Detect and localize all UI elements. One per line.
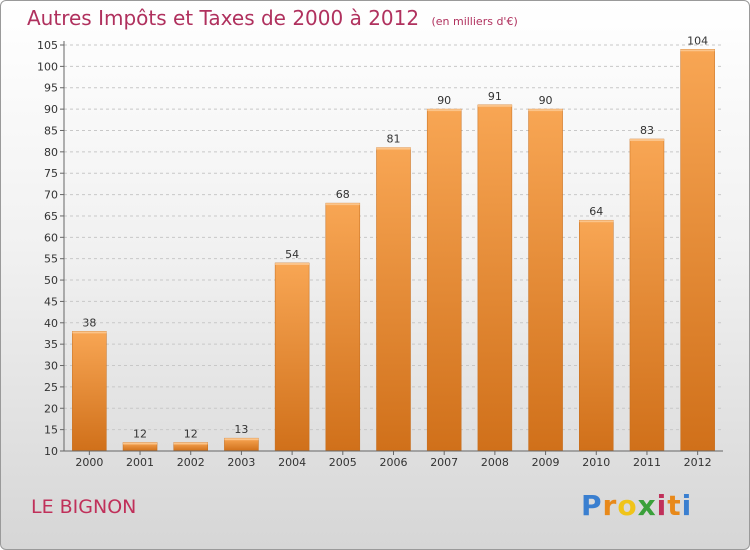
y-tick-label: 100 (37, 60, 58, 73)
bar-highlight (325, 203, 360, 206)
bar-value-label: 12 (133, 427, 147, 440)
y-tick-label: 70 (44, 189, 58, 202)
bar-highlight (224, 438, 259, 441)
bar-highlight (579, 220, 614, 223)
logo-letter: o (617, 489, 638, 522)
location-name: LE BIGNON (31, 496, 137, 518)
y-tick-label: 75 (44, 167, 58, 180)
x-tick-label: 2004 (278, 456, 306, 469)
bar-value-label: 90 (539, 94, 553, 107)
y-tick-label: 10 (44, 445, 58, 458)
bars-layer: 38 12 12 13 54 68 81 90 91 90 64 83 104 (72, 34, 715, 452)
bar (477, 104, 513, 452)
proxiti-logo: Proxiti (581, 489, 692, 522)
logo-letter: P (581, 489, 603, 522)
logo-letter: i (656, 489, 668, 522)
y-tick-label: 85 (44, 124, 58, 137)
logo-letter: t (667, 489, 682, 522)
x-tick-label: 2006 (380, 456, 408, 469)
y-tick-label: 95 (44, 82, 58, 95)
bar-value-label: 13 (234, 423, 248, 436)
bar-value-label: 64 (589, 205, 603, 218)
x-tick-label: 2012 (684, 456, 712, 469)
x-tick-label: 2000 (75, 456, 103, 469)
bar-value-label: 90 (437, 94, 451, 107)
bar-value-label: 68 (336, 188, 350, 201)
bar-highlight (72, 331, 107, 334)
y-tick-label: 105 (37, 39, 58, 52)
y-tick-label: 60 (44, 231, 58, 244)
y-tick-label: 45 (44, 295, 58, 308)
bar-highlight (123, 442, 158, 445)
bar-value-label: 54 (285, 248, 299, 261)
bar-highlight (376, 147, 411, 150)
x-tick-label: 2002 (177, 456, 205, 469)
y-tick-label: 20 (44, 402, 58, 415)
x-tick-label: 2011 (633, 456, 661, 469)
y-tick-label: 50 (44, 274, 58, 287)
bar-highlight (680, 49, 715, 52)
bar-value-label: 81 (387, 133, 401, 146)
chart-title: Autres Impôts et Taxes de 2000 à 2012 (e… (27, 6, 518, 30)
y-tick-label: 30 (44, 360, 58, 373)
x-tick-label: 2005 (329, 456, 357, 469)
bar-highlight (275, 262, 310, 265)
x-tick-label: 2007 (430, 456, 458, 469)
x-tick-label: 2009 (532, 456, 560, 469)
bar (72, 331, 107, 452)
chart-subtitle: (en milliers d'€) (431, 15, 518, 28)
bar-highlight (528, 109, 563, 112)
bar-highlight (477, 104, 512, 107)
y-tick-label: 35 (44, 338, 58, 351)
grid-layer (60, 44, 723, 452)
logo-letter: x (637, 489, 657, 522)
bar (528, 108, 563, 452)
bar-value-label: 38 (82, 316, 96, 329)
y-tick-label: 40 (44, 317, 58, 330)
bar-value-label: 83 (640, 124, 654, 137)
bar-highlight (427, 109, 462, 112)
bar (376, 147, 411, 452)
bar-highlight (629, 139, 664, 142)
y-tick-label: 80 (44, 146, 58, 159)
axis-layer: 10 15 20 25 30 35 40 45 50 55 60 65 70 75 80 85 90 95 100 1… (37, 39, 723, 469)
y-tick-label: 65 (44, 210, 58, 223)
bar (325, 202, 361, 452)
x-tick-label: 2008 (481, 456, 509, 469)
bar (579, 219, 614, 452)
bar-highlight (173, 442, 208, 445)
y-tick-label: 90 (44, 103, 58, 116)
bar (680, 49, 715, 452)
chart-title-text: Autres Impôts et Taxes de 2000 à 2012 (27, 6, 420, 30)
bar-value-label: 12 (184, 427, 198, 440)
logo-letter: r (602, 489, 618, 522)
bar (274, 262, 310, 452)
y-tick-label: 25 (44, 381, 58, 394)
y-tick-label: 55 (44, 253, 58, 266)
bar (629, 138, 665, 452)
x-tick-label: 2003 (227, 456, 255, 469)
logo-letter: i (681, 489, 693, 522)
bar (426, 108, 462, 452)
y-tick-label: 15 (44, 424, 58, 437)
x-tick-label: 2010 (582, 456, 610, 469)
bar-value-label: 104 (687, 34, 708, 47)
bar-value-label: 91 (488, 90, 502, 103)
x-tick-label: 2001 (126, 456, 154, 469)
